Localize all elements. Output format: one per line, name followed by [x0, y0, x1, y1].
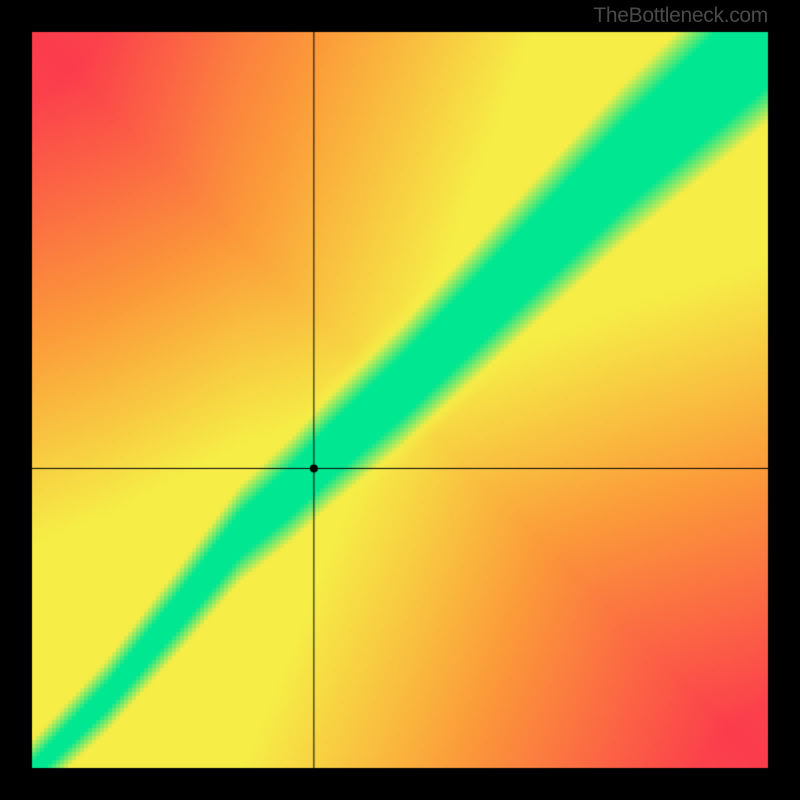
watermark-text: TheBottleneck.com — [593, 4, 768, 28]
bottleneck-heatmap — [0, 0, 800, 800]
chart-container: TheBottleneck.com — [0, 0, 800, 800]
